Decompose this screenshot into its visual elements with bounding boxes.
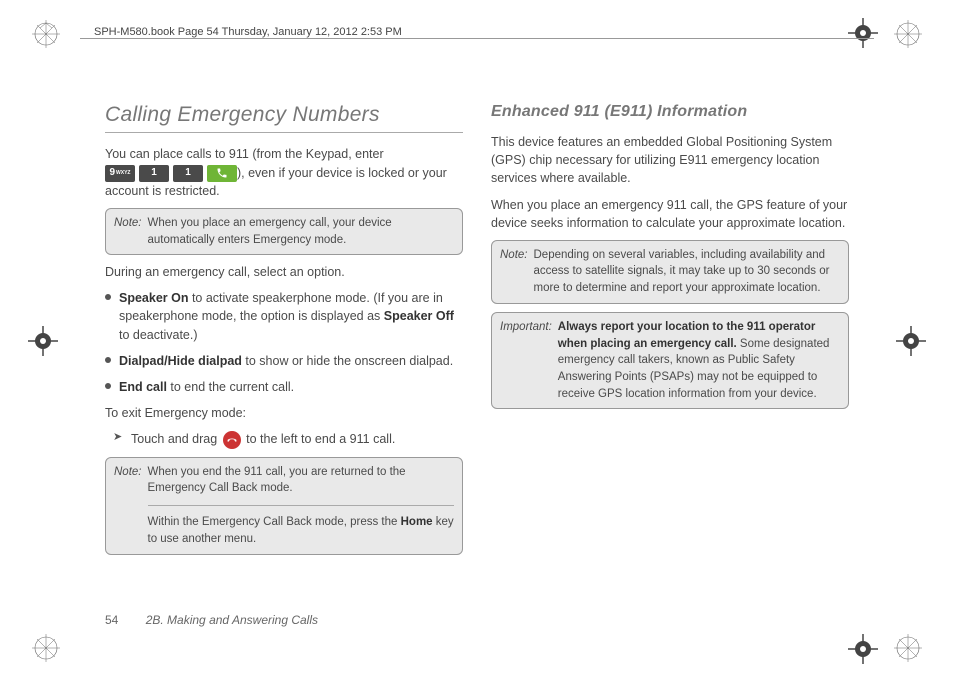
right-column: Enhanced 911 (E911) Information This dev… (491, 100, 849, 602)
target-left (28, 326, 58, 356)
end-call-icon (223, 431, 241, 449)
left-column: Calling Emergency Numbers You can place … (105, 100, 463, 602)
page-number: 54 (105, 613, 118, 627)
important-body: Always report your location to the 911 o… (558, 319, 840, 402)
intro-before: You can place calls to 911 (from the Key… (105, 147, 384, 161)
target-top (848, 18, 878, 48)
note-body: When you end the 911 call, you are retur… (148, 464, 455, 548)
crop-mark-tr (894, 20, 922, 48)
options-list: Speaker On to activate speakerphone mode… (105, 289, 463, 396)
note-box-2: Note: When you end the 911 call, you are… (105, 457, 463, 555)
note-box-1: Note: When you place an emergency call, … (105, 208, 463, 255)
note-body: When you place an emergency call, your d… (148, 215, 455, 248)
exit-step: Touch and drag to the left to end a 911 … (105, 430, 463, 449)
note-label: Note: (114, 215, 142, 248)
e911-p2: When you place an emergency 911 call, th… (491, 196, 849, 232)
key-9: 9WXYZ (105, 165, 135, 182)
exit-mode-intro: To exit Emergency mode: (105, 404, 463, 422)
crop-mark-bl (32, 634, 60, 662)
note-label: Note: (500, 247, 528, 297)
page-content: Calling Emergency Numbers You can place … (105, 100, 849, 602)
important-box: Important: Always report your location t… (491, 312, 849, 409)
target-right (896, 326, 926, 356)
e911-p1: This device features an embedded Global … (491, 133, 849, 187)
during-call-intro: During an emergency call, select an opti… (105, 263, 463, 281)
intro-paragraph: You can place calls to 911 (from the Key… (105, 145, 463, 199)
note-divider (148, 505, 455, 506)
option-dialpad: Dialpad/Hide dialpad to show or hide the… (105, 352, 463, 370)
page-footer: 54 2B. Making and Answering Calls (105, 613, 318, 627)
key-row: 9WXYZ 1 1 (105, 165, 237, 182)
chapter-title: 2B. Making and Answering Calls (146, 613, 318, 627)
important-label: Important: (500, 319, 552, 402)
crop-mark-tl (32, 20, 60, 48)
header-text: SPH-M580.book Page 54 Thursday, January … (90, 26, 406, 38)
subsection-title: Enhanced 911 (E911) Information (491, 100, 849, 123)
option-endcall: End call to end the current call. (105, 378, 463, 396)
crop-mark-br (894, 634, 922, 662)
target-bottom (848, 634, 878, 664)
option-speaker: Speaker On to activate speakerphone mode… (105, 289, 463, 343)
call-key-icon (207, 165, 237, 182)
key-1a: 1 (139, 165, 169, 182)
section-title: Calling Emergency Numbers (105, 100, 463, 133)
note-label: Note: (114, 464, 142, 548)
key-1b: 1 (173, 165, 203, 182)
header-rule (80, 38, 874, 39)
note-body: Depending on several variables, includin… (534, 247, 841, 297)
note-box-3: Note: Depending on several variables, in… (491, 240, 849, 304)
